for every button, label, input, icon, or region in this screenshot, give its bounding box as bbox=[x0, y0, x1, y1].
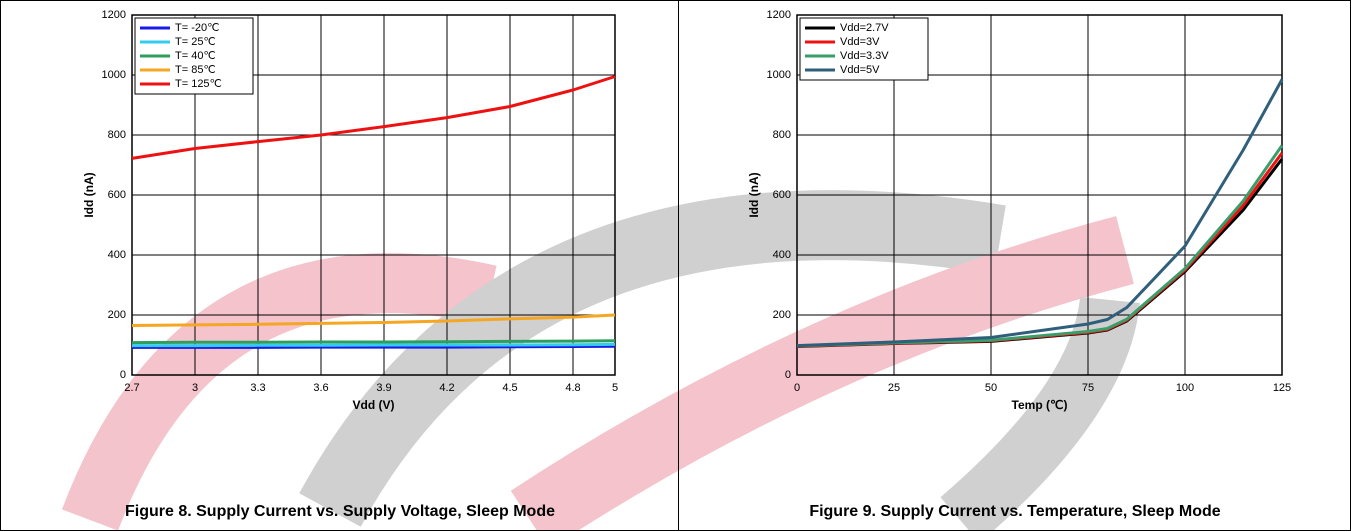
figure-caption: Figure 8. Supply Current vs. Supply Volt… bbox=[125, 503, 555, 520]
series-line bbox=[132, 344, 616, 349]
y-axis-title: Idd (nA) bbox=[82, 172, 96, 217]
legend-label: Vdd=3.3V bbox=[840, 50, 889, 62]
series-line bbox=[132, 342, 616, 348]
x-tick-label: 3 bbox=[192, 382, 198, 394]
legend-label: T= 25℃ bbox=[175, 36, 216, 48]
series-line bbox=[796, 78, 1284, 348]
series-line bbox=[131, 313, 616, 327]
watermark-arc bbox=[61, 253, 497, 531]
legend-label: Vdd=2.7V bbox=[840, 22, 889, 34]
y-tick-label: 1200 bbox=[767, 9, 791, 21]
x-tick-label: 4.2 bbox=[439, 382, 454, 394]
watermark-arc bbox=[299, 190, 1006, 527]
x-tick-label: 5 bbox=[612, 382, 618, 394]
y-tick-label: 200 bbox=[108, 309, 126, 321]
y-tick-label: 600 bbox=[108, 189, 126, 201]
series-line bbox=[131, 75, 616, 160]
y-tick-label: 800 bbox=[773, 129, 791, 141]
x-tick-label: 4.8 bbox=[565, 382, 580, 394]
x-axis-title: Vdd (V) bbox=[353, 398, 395, 412]
x-tick-label: 4.5 bbox=[502, 382, 517, 394]
y-tick-label: 600 bbox=[773, 189, 791, 201]
y-tick-label: 1200 bbox=[102, 9, 126, 21]
x-tick-label: 3.6 bbox=[313, 382, 328, 394]
x-axis-title: Temp (℃) bbox=[1012, 398, 1068, 412]
legend-label: T= -20℃ bbox=[175, 22, 219, 34]
x-tick-label: 25 bbox=[888, 382, 900, 394]
y-tick-label: 400 bbox=[108, 249, 126, 261]
x-tick-label: 2.7 bbox=[124, 382, 139, 394]
y-tick-label: 0 bbox=[120, 369, 126, 381]
x-tick-label: 3.9 bbox=[376, 382, 391, 394]
legend-label: T= 125℃ bbox=[175, 78, 222, 90]
y-axis-title: Idd (nA) bbox=[747, 172, 761, 217]
x-tick-label: 75 bbox=[1082, 382, 1094, 394]
y-tick-label: 800 bbox=[108, 129, 126, 141]
figure-caption: Figure 9. Supply Current vs. Temperature… bbox=[809, 503, 1220, 520]
legend-label: Vdd=5V bbox=[840, 64, 880, 76]
x-tick-label: 0 bbox=[794, 382, 800, 394]
x-tick-label: 125 bbox=[1273, 382, 1291, 394]
series-line bbox=[131, 339, 616, 345]
x-tick-label: 100 bbox=[1176, 382, 1194, 394]
legend-label: Vdd=3V bbox=[840, 36, 880, 48]
y-tick-label: 1000 bbox=[102, 69, 126, 81]
y-tick-label: 400 bbox=[773, 249, 791, 261]
y-tick-label: 0 bbox=[785, 369, 791, 381]
legend-label: T= 85℃ bbox=[175, 64, 216, 76]
x-tick-label: 50 bbox=[985, 382, 997, 394]
y-tick-label: 200 bbox=[773, 309, 791, 321]
x-tick-label: 3.3 bbox=[250, 382, 265, 394]
watermark-arc bbox=[940, 296, 1140, 531]
watermark bbox=[61, 190, 1140, 531]
legend-label: T= 40℃ bbox=[175, 50, 216, 62]
watermark-arc bbox=[510, 216, 1134, 531]
y-tick-label: 1000 bbox=[767, 69, 791, 81]
